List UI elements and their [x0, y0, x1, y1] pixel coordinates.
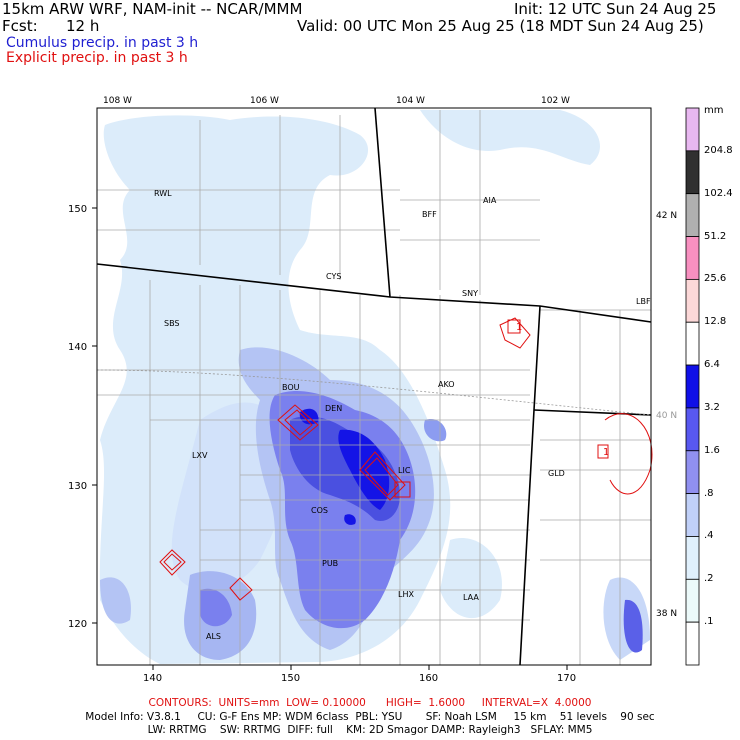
lon-label: 106 W: [250, 96, 279, 106]
init-time: Init: 12 UTC Sun 24 Aug 25: [514, 0, 717, 18]
station-label: SBS: [164, 319, 180, 328]
state-borders: [96, 107, 652, 666]
station-label: SNY: [462, 289, 478, 298]
lat-label: 38 N: [656, 609, 677, 619]
colorbar-level-label: 1.6: [704, 444, 720, 456]
colorbar-swatch: [685, 621, 700, 666]
colorbar-level-label: 204.8: [704, 144, 733, 156]
colorbar-level-label: 25.6: [704, 273, 727, 285]
model-title: 15km ARW WRF, NAM-init -- NCAR/MMM: [2, 0, 303, 18]
precip-moderate-area: [100, 577, 131, 624]
lon-label: 104 W: [396, 96, 425, 106]
station-label: LBF: [636, 297, 651, 306]
colorbar-swatch: [685, 193, 700, 237]
colorbar-swatch: [685, 536, 700, 580]
contour-info: CONTOURS: UNITS=mm LOW= 0.10000 HIGH= 1.…: [148, 697, 592, 709]
colorbar-level-label: 3.2: [704, 401, 720, 413]
x-grid-label: 160: [419, 673, 438, 684]
colorbar-swatch: [685, 278, 700, 323]
lat-label: 42 N: [656, 211, 677, 221]
precip-extreme-area: [338, 429, 390, 510]
colorbar-level-label: .8: [704, 487, 714, 499]
lon-label: 102 W: [541, 96, 570, 106]
latitude-line: [96, 369, 652, 416]
contour-label: 1: [516, 322, 522, 333]
colorbar-swatch: [685, 150, 700, 195]
station-label: AKO: [438, 380, 455, 389]
station-label: COS: [311, 506, 328, 515]
precip-light-area: [420, 110, 600, 165]
precip-heavy-area: [623, 599, 643, 653]
station-label: CYS: [326, 272, 341, 281]
colorbar-level-label: 51.2: [704, 230, 727, 242]
colorbar-level-label: 12.8: [704, 316, 727, 328]
y-grid-label: 150: [68, 204, 87, 215]
colorbar-swatch: [685, 364, 700, 409]
colorbar-swatch: [685, 107, 700, 152]
y-grid-label: 120: [68, 619, 87, 630]
colorbar-swatch: [685, 407, 700, 452]
colorbar-level-label: .1: [704, 616, 714, 628]
colorbar: [685, 107, 700, 666]
model-info-line1: Model Info: V3.8.1 CU: G-F Ens MP: WDM 6…: [85, 711, 655, 723]
colorbar-level-label: 102.4: [704, 187, 733, 199]
forecast-hour: 12 h: [66, 17, 100, 35]
colorbar-swatch: [685, 450, 700, 495]
field2-title: Explicit precip. in past 3 h: [6, 50, 188, 66]
forecast-label: Fcst:: [2, 17, 38, 35]
precip-shading: [99, 110, 650, 665]
station-label: ALS: [206, 632, 221, 641]
station-labels: RWL BFF AIA CYS SNY SBS LBF BOU DEN AKO …: [154, 189, 651, 641]
precip-extreme-area: [344, 514, 356, 525]
wy-co-ne-border: [96, 263, 652, 323]
station-label: RWL: [154, 189, 172, 198]
valid-time: Valid: 00 UTC Mon 25 Aug 25 (18 MDT Sun …: [297, 17, 704, 35]
colorbar-level-label: 6.4: [704, 359, 720, 371]
station-label: LXV: [192, 451, 208, 460]
station-label: LHX: [398, 590, 414, 599]
station-label: BFF: [422, 210, 437, 219]
station-label: GLD: [548, 469, 565, 478]
y-grid-axis: 150 140 130 120: [68, 204, 97, 630]
wy-ne-border: [374, 107, 391, 298]
explicit-precip-contours: [159, 317, 653, 601]
precip-moderate-area: [424, 419, 447, 442]
precip-heavy-area: [200, 588, 232, 627]
station-label: LAA: [463, 593, 479, 602]
precip-light-area: [440, 538, 502, 619]
y-grid-label: 130: [68, 481, 87, 492]
y-grid-label: 140: [68, 342, 87, 353]
colorbar-level-label: .2: [704, 573, 714, 585]
station-label: LIC: [398, 466, 411, 475]
x-grid-label: 140: [143, 673, 162, 684]
colorbar-unit: mm: [704, 105, 724, 116]
colorbar-swatch: [685, 321, 700, 366]
x-grid-axis: 140 150 160 170: [143, 665, 576, 684]
colorbar-swatch: [685, 236, 700, 280]
ne-ks-border: [533, 409, 652, 416]
x-grid-label: 150: [281, 673, 300, 684]
top-lon-axis: 108 W 106 W 104 W 102 W: [103, 96, 570, 106]
contour-label: 1: [603, 447, 609, 458]
model-info-line2: LW: RRTMG SW: RRTMG DIFF: full KM: 2D Sm…: [147, 724, 593, 736]
colorbar-level-label: .4: [704, 530, 714, 542]
station-label: AIA: [483, 196, 497, 205]
station-label: DEN: [325, 404, 342, 413]
map-frame: [96, 107, 652, 666]
lon-label: 108 W: [103, 96, 132, 106]
colorbar-swatch: [685, 578, 700, 623]
lat-label: 40 N: [656, 411, 677, 421]
station-label: PUB: [322, 559, 338, 568]
right-lat-axis: 42 N 40 N 38 N: [656, 211, 677, 619]
station-label: BOU: [282, 383, 300, 392]
colorbar-swatch: [685, 493, 700, 537]
x-grid-label: 170: [557, 673, 576, 684]
field1-title: Cumulus precip. in past 3 h: [6, 35, 199, 51]
